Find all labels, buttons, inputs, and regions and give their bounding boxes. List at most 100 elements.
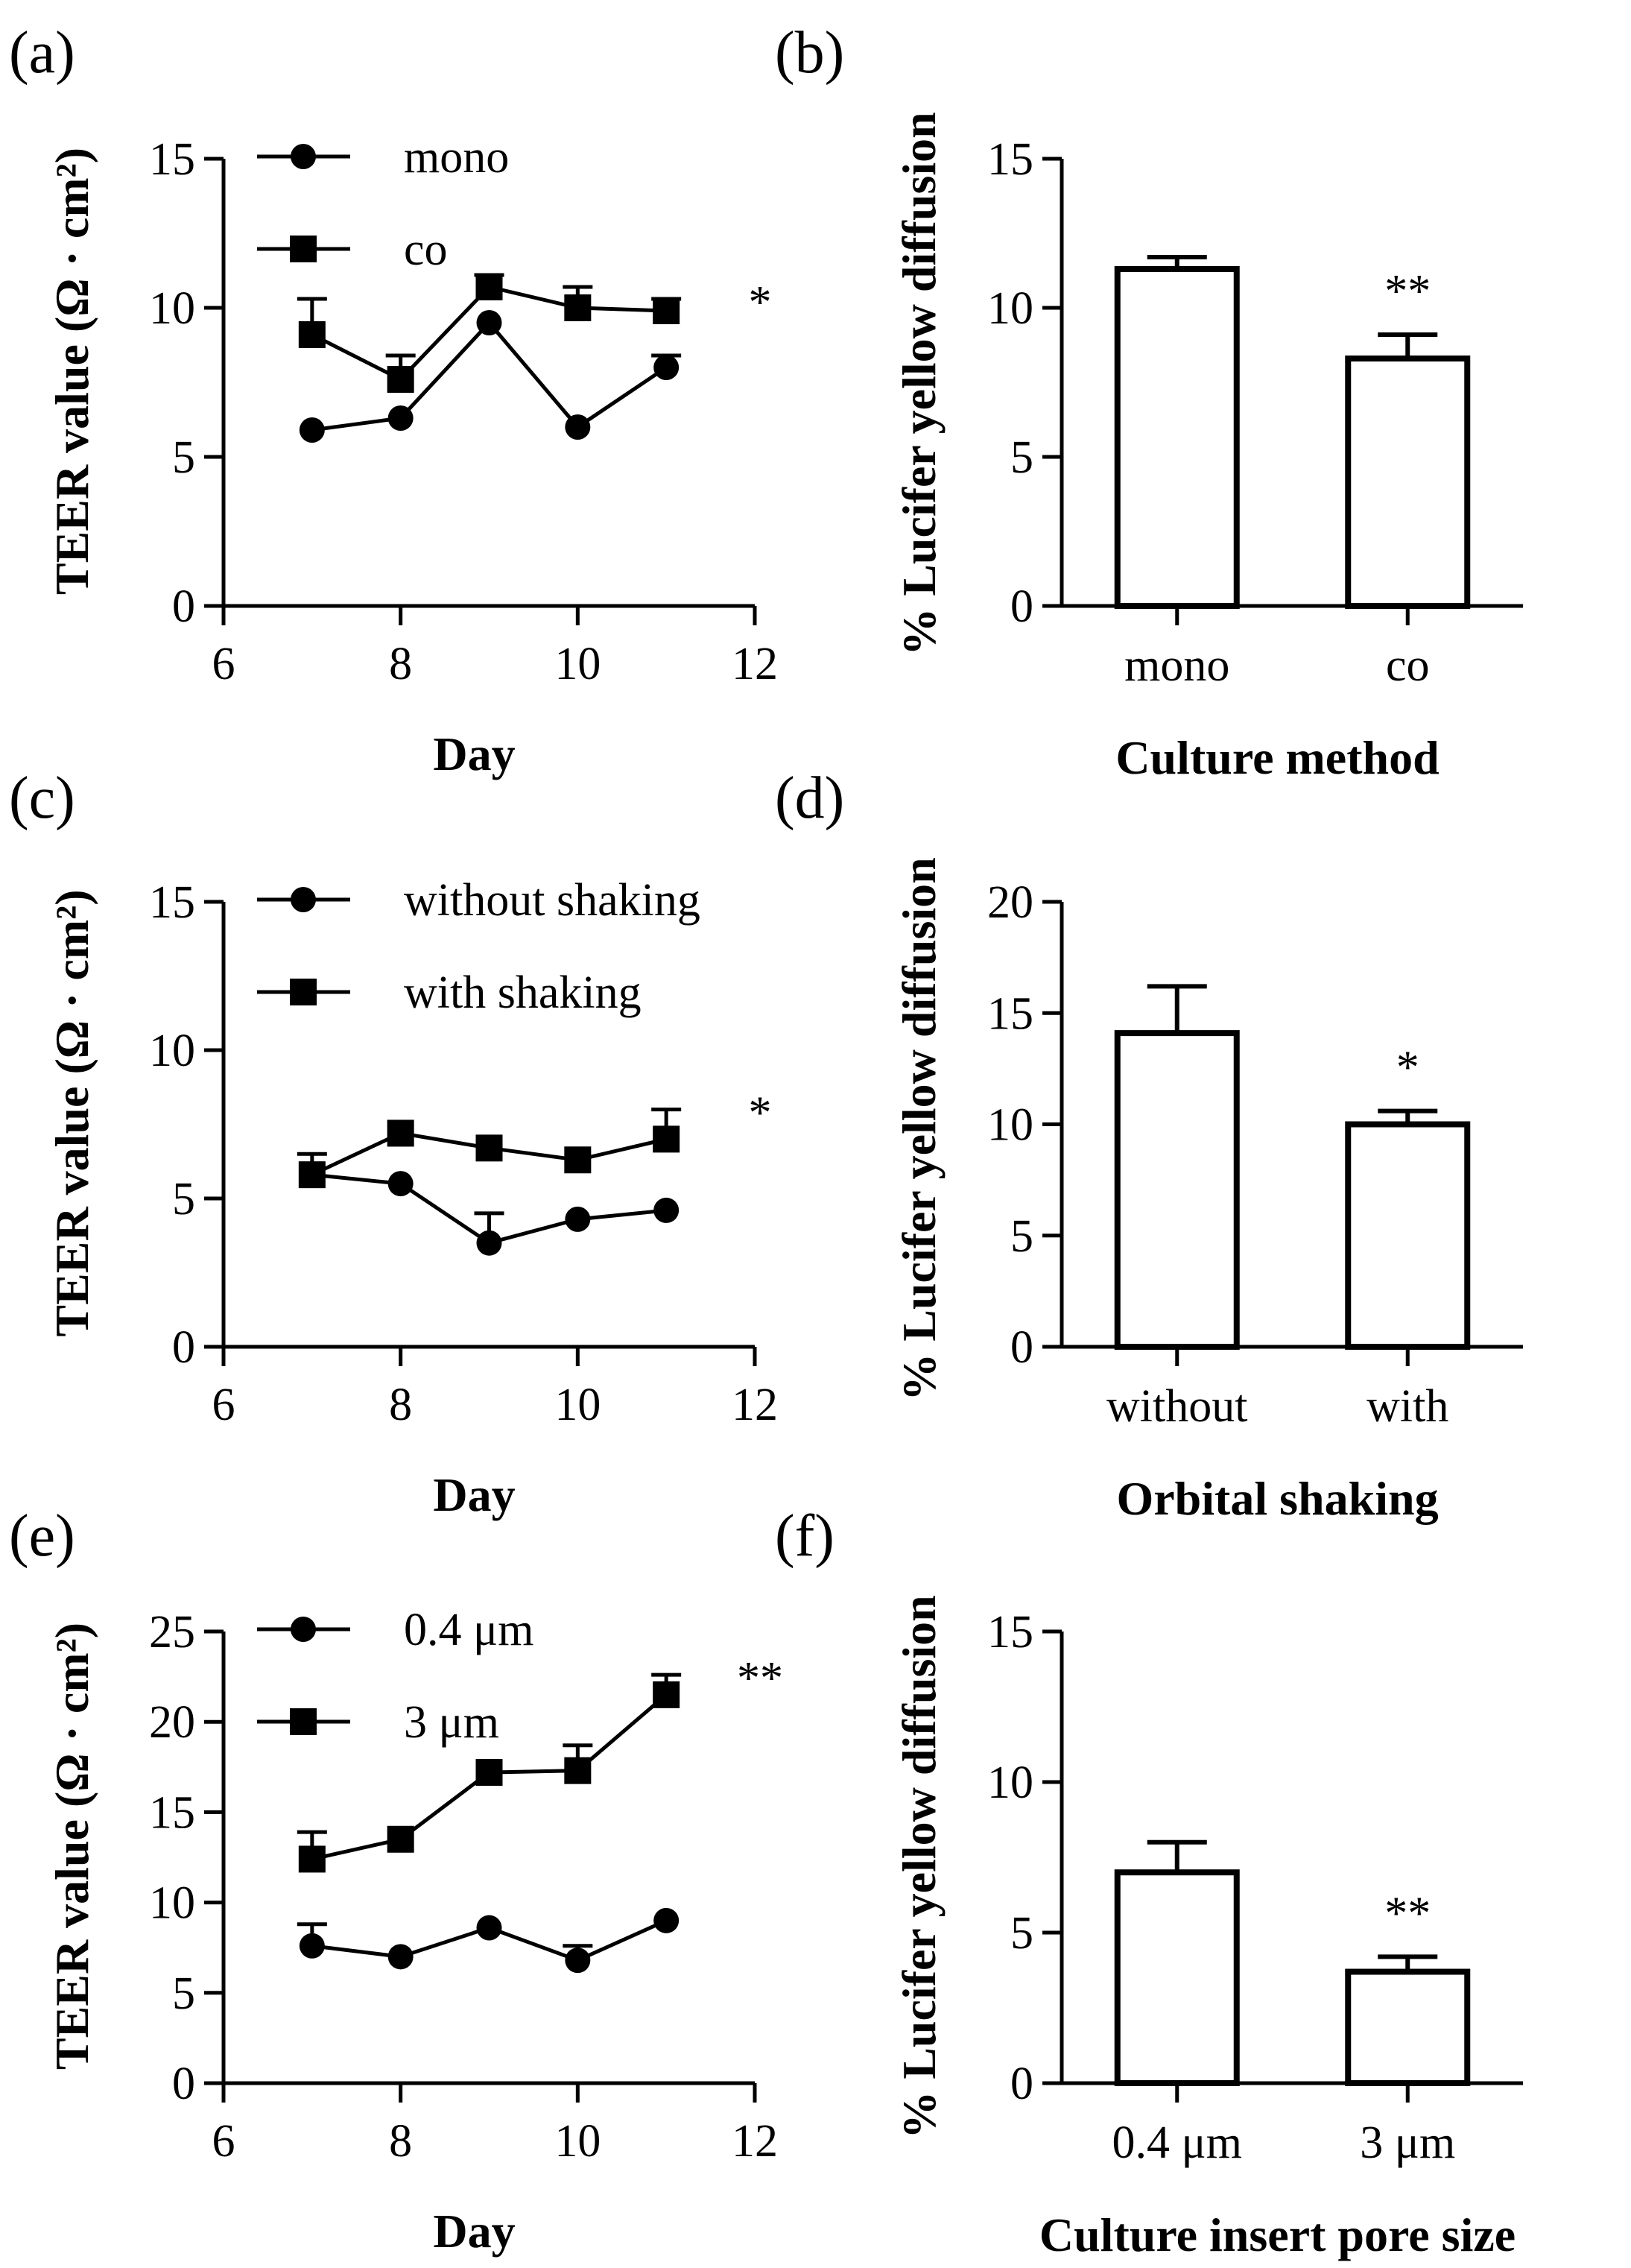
x-axis-title: Day: [433, 2205, 515, 2258]
legend-marker: [291, 1617, 316, 1642]
legend-marker: [290, 979, 317, 1005]
x-axis-title: Day: [433, 1468, 515, 1521]
y-tick-label: 5: [172, 432, 195, 483]
bar-0: [1114, 1030, 1240, 1350]
legend-label: 0.4 μm: [404, 1605, 533, 1655]
category-label: without: [1106, 1381, 1247, 1432]
bar-0: [1114, 1869, 1240, 2086]
y-tick-label: 5: [172, 1174, 195, 1225]
y-axis-title: TEER value (Ω · cm²): [45, 889, 98, 1336]
data-point: [653, 297, 680, 324]
panel-f: 0 5 10 15 0.4 μm 3 μm ** Culture insert pore si…: [775, 1503, 1523, 2261]
category-label: with: [1366, 1381, 1448, 1432]
significance-marker: *: [749, 1088, 772, 1139]
legend-marker: [291, 887, 316, 912]
x-axis-title: Day: [433, 727, 515, 780]
data-point: [387, 366, 414, 393]
y-axis-title: % Lucifer yellow diffusion: [893, 857, 946, 1401]
data-point: [653, 1681, 680, 1708]
legend-marker: [291, 144, 316, 169]
data-point: [475, 1134, 503, 1162]
legend-label: co: [404, 224, 448, 275]
data-point: [387, 1825, 414, 1853]
series-1: [297, 1108, 682, 1189]
x-tick-label: 10: [554, 2116, 601, 2167]
legend-label: without shaking: [404, 875, 700, 926]
data-point: [564, 1757, 592, 1784]
significance-marker: *: [1396, 1043, 1419, 1093]
significance-marker: **: [1384, 1888, 1431, 1939]
category-label: mono: [1124, 640, 1229, 691]
x-tick-label: 6: [212, 2116, 235, 2167]
data-point: [564, 294, 592, 321]
y-tick-label: 10: [149, 1026, 195, 1076]
series-1: [297, 1672, 682, 1873]
legend-marker: [290, 236, 317, 262]
series-1: [297, 273, 682, 393]
y-tick-label: 15: [149, 134, 195, 185]
x-axis-title: Culture insert pore size: [1039, 2208, 1516, 2261]
data-point: [565, 1206, 591, 1232]
legend-marker: [290, 1708, 317, 1735]
data-point: [298, 1161, 326, 1189]
bar-1: [1345, 356, 1471, 609]
y-axis-title: % Lucifer yellow diffusion: [893, 1595, 946, 2139]
y-tick-label: 15: [987, 988, 1033, 1039]
bar-1: [1345, 1121, 1471, 1350]
series-line: [311, 320, 668, 432]
x-tick-label: 6: [212, 639, 235, 689]
data-point: [298, 1845, 326, 1873]
bar-1: [1345, 1968, 1471, 2087]
y-axis-title: % Lucifer yellow diffusion: [893, 112, 946, 656]
significance-marker: **: [737, 1653, 783, 1704]
y-tick-label: 25: [149, 1607, 195, 1658]
x-tick-label: 6: [212, 1380, 235, 1430]
x-tick-label: 8: [389, 1380, 412, 1430]
data-point: [387, 1171, 414, 1197]
category-label: 3 μm: [1360, 2117, 1455, 2168]
data-point: [476, 310, 502, 335]
panel-c: 0 5 10 15 6 8 10 12 without shaking with shaking *…: [9, 765, 778, 1521]
panel-label: (e): [9, 1503, 75, 1569]
y-tick-label: 10: [149, 283, 195, 334]
y-tick-label: 5: [1010, 1908, 1033, 1959]
data-point: [475, 1759, 503, 1787]
data-point: [476, 1915, 502, 1941]
y-tick-label: 5: [172, 1968, 195, 2019]
y-tick-label: 0: [172, 581, 195, 632]
data-point: [299, 417, 325, 443]
y-tick-label: 15: [149, 877, 195, 928]
data-point: [653, 1907, 680, 1933]
data-point: [565, 414, 591, 440]
y-tick-label: 10: [149, 1878, 195, 1929]
y-tick-label: 0: [172, 2059, 195, 2109]
y-tick-label: 10: [987, 283, 1033, 334]
y-axis-title: TEER value (Ω · cm²): [45, 148, 98, 595]
x-axis-title: Culture method: [1115, 731, 1439, 784]
data-point: [475, 274, 503, 300]
series-0: [299, 310, 682, 443]
x-tick-label: 12: [732, 2116, 778, 2167]
panel-label: (a): [9, 20, 75, 86]
data-point: [564, 1146, 592, 1174]
bar-0: [1114, 266, 1240, 609]
y-tick-label: 20: [987, 877, 1033, 928]
panel-label: (d): [775, 765, 844, 831]
data-point: [298, 321, 326, 348]
significance-marker: **: [1384, 266, 1431, 317]
data-point: [387, 405, 414, 431]
x-tick-label: 10: [554, 1380, 601, 1430]
x-tick-label: 8: [389, 2116, 412, 2167]
y-tick-label: 5: [1010, 432, 1033, 483]
y-tick-label: 10: [987, 1100, 1033, 1151]
y-tick-label: 15: [149, 1787, 195, 1838]
data-point: [653, 1125, 680, 1153]
data-point: [387, 1119, 414, 1147]
y-tick-label: 15: [987, 134, 1033, 185]
panel-b: 0 5 10 15 mono co ** Culture method % Lucifer ye…: [775, 20, 1523, 784]
y-tick-label: 15: [987, 1607, 1033, 1658]
category-label: co: [1386, 640, 1430, 691]
x-tick-label: 10: [554, 639, 601, 689]
y-tick-label: 0: [1010, 581, 1033, 632]
panel-label: (b): [775, 20, 844, 86]
